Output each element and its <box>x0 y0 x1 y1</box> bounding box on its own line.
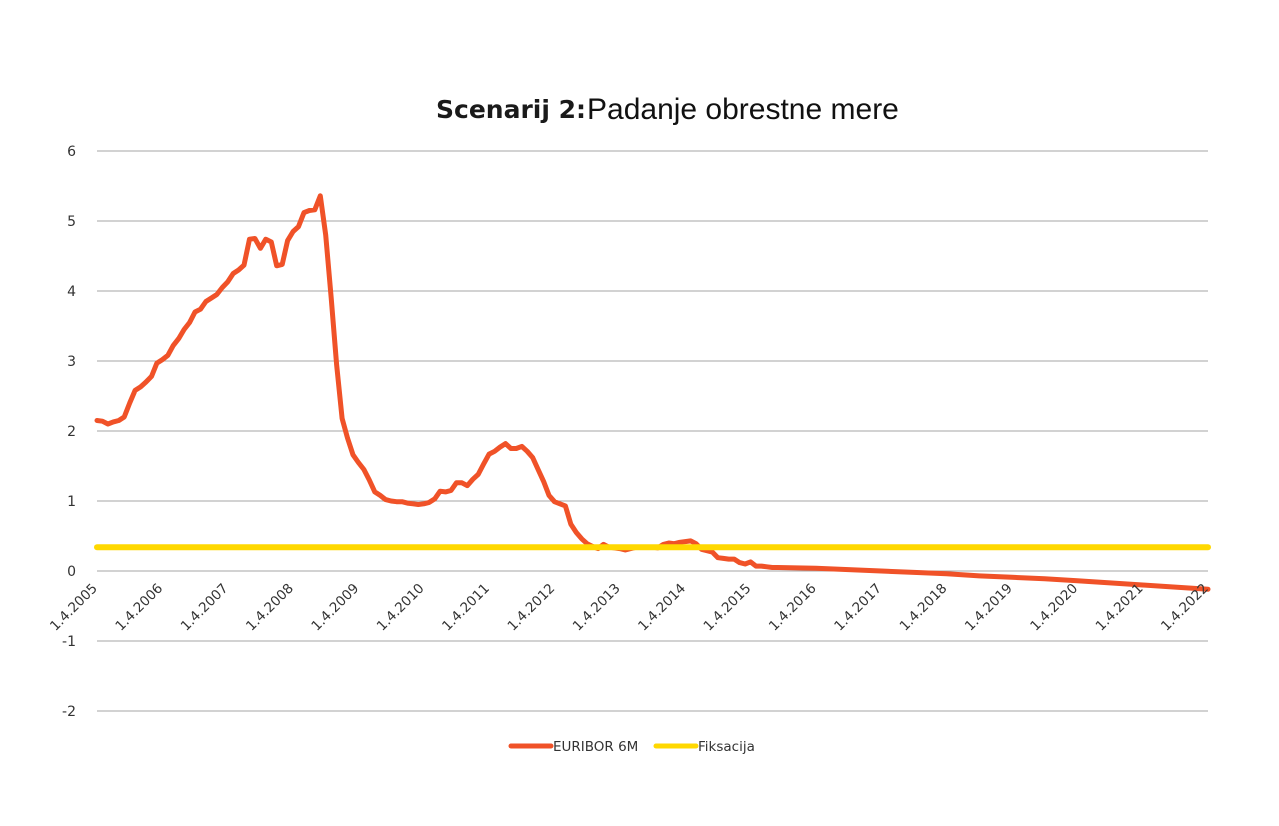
x-tick-label: 1.4.2015 <box>701 581 755 635</box>
x-tick-label: 1.4.2008 <box>243 581 297 635</box>
x-tick-label: 1.4.2018 <box>897 581 951 635</box>
legend-label: EURIBOR 6M <box>553 739 638 755</box>
x-tick-label: 1.4.2021 <box>1093 581 1147 635</box>
y-tick-label: -1 <box>62 634 76 650</box>
x-tick-label: 1.4.2017 <box>831 581 885 635</box>
x-tick-label: 1.4.2016 <box>766 581 820 635</box>
x-tick-label: 1.4.2014 <box>635 581 689 635</box>
legend: EURIBOR 6M Fiksacija <box>508 739 755 755</box>
y-tick-label: 2 <box>67 424 76 440</box>
y-tick-label: 4 <box>67 284 76 300</box>
legend-label: Fiksacija <box>698 739 755 755</box>
y-tick-label: 5 <box>67 214 76 230</box>
chart-title: Padanje obrestne mere <box>587 93 899 126</box>
x-tick-label: 1.4.2006 <box>112 581 166 635</box>
y-tick-label: 0 <box>67 564 76 580</box>
series-lines <box>94 193 1211 592</box>
y-tick-label: -2 <box>62 704 76 720</box>
gridlines <box>97 150 1208 712</box>
x-axis-ticks: 1.4.2005 1.4.2006 1.4.2007 1.4.2008 1.4.2009… <box>47 581 1212 635</box>
x-tick-label: 1.4.2013 <box>570 581 624 635</box>
y-tick-label: 1 <box>67 494 76 510</box>
x-tick-label: 1.4.2011 <box>439 581 493 635</box>
y-tick-label: 6 <box>67 144 76 160</box>
x-tick-label: 1.4.2020 <box>1027 581 1081 635</box>
series-line-euribor-6m <box>94 193 1211 592</box>
x-tick-label: 1.4.2007 <box>178 581 232 635</box>
x-tick-label: 1.4.2005 <box>47 581 101 635</box>
x-tick-label: 1.4.2010 <box>374 581 428 635</box>
x-tick-label: 1.4.2019 <box>962 581 1016 635</box>
x-tick-label: 1.4.2009 <box>308 581 362 635</box>
y-axis-ticks: 6 5 4 3 2 1 0 -1 -2 <box>62 144 76 720</box>
chart-title-prefix: Scenarij 2: <box>436 95 586 124</box>
y-tick-label: 3 <box>67 354 76 370</box>
x-tick-label: 1.4.2012 <box>504 581 558 635</box>
